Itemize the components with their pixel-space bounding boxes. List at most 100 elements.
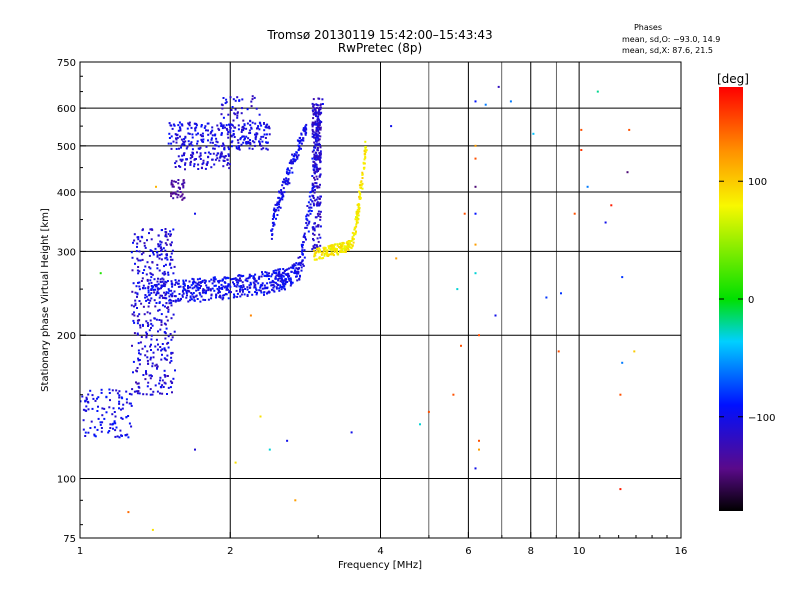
data-point [151,528,154,531]
data-point [150,375,153,378]
data-point [132,282,135,285]
data-point [185,147,188,150]
data-point [306,213,309,216]
data-point [313,178,316,181]
data-point [258,121,261,124]
data-point [172,377,175,380]
data-point [146,350,149,353]
data-point [277,209,280,212]
data-point [240,131,243,133]
data-point [311,150,314,153]
data-point [99,423,102,426]
data-point [283,178,285,181]
data-point [127,436,130,439]
data-point [312,245,315,248]
data-point [163,291,166,294]
data-point [146,298,149,301]
data-point [188,286,191,289]
data-point [278,191,281,194]
data-point [260,291,263,294]
data-point [275,208,278,211]
data-point [212,279,215,282]
data-point [136,322,139,325]
data-point [255,279,258,282]
data-point [177,297,180,300]
data-point [216,141,219,144]
data-point [82,419,85,422]
data-point [274,277,277,280]
data-point [96,410,99,412]
data-point [118,394,121,397]
data-point [183,181,186,184]
data-point [207,139,209,142]
data-point [308,209,311,212]
data-point [361,187,364,190]
data-point [147,362,149,365]
x-tick-label: 2 [227,546,233,557]
data-point [474,185,477,188]
data-point [273,285,276,288]
data-point [189,142,192,145]
data-point [127,511,130,514]
data-point [187,132,190,135]
data-point [314,121,317,124]
data-point [282,275,285,278]
data-point [294,272,296,275]
data-point [317,224,320,227]
data-point [263,293,265,296]
data-point [167,233,170,236]
data-point [474,157,477,160]
data-point [314,154,317,157]
data-point [128,422,131,425]
data-point [313,204,315,207]
data-point [256,291,258,294]
data-point [246,295,249,297]
data-point [168,137,171,139]
data-point [258,141,261,144]
data-point [133,305,135,308]
data-point [474,144,477,147]
data-point [160,358,163,361]
data-point [195,285,198,287]
data-point [319,236,322,239]
data-point [92,397,95,400]
data-point [132,371,134,374]
data-point [227,136,230,139]
data-point [183,196,186,199]
data-point [233,112,236,115]
data-point [188,132,191,135]
data-point [329,253,332,256]
data-point [237,141,240,144]
data-point [204,167,207,170]
data-point [276,201,279,204]
data-point [234,108,237,111]
data-point [315,134,318,137]
data-point [179,165,182,168]
data-point [249,286,252,289]
data-point [280,278,283,280]
data-point [303,232,306,235]
data-point [315,198,318,201]
data-point [309,198,312,201]
data-point [228,290,231,293]
data-point [279,280,282,283]
data-point [118,407,120,410]
data-point [318,124,321,126]
data-point [363,166,366,169]
data-point [290,282,293,285]
data-point [149,358,152,361]
data-point [319,146,322,149]
data-point [319,111,322,114]
data-point [228,148,231,151]
data-point [82,428,85,431]
data-point [326,251,329,254]
data-point [203,126,206,129]
data-point [254,122,257,125]
data-point [219,294,222,297]
data-point [179,285,182,288]
data-point [157,277,159,280]
data-point [210,131,213,133]
data-point [254,144,256,147]
data-point [189,295,192,298]
data-point [144,345,147,348]
